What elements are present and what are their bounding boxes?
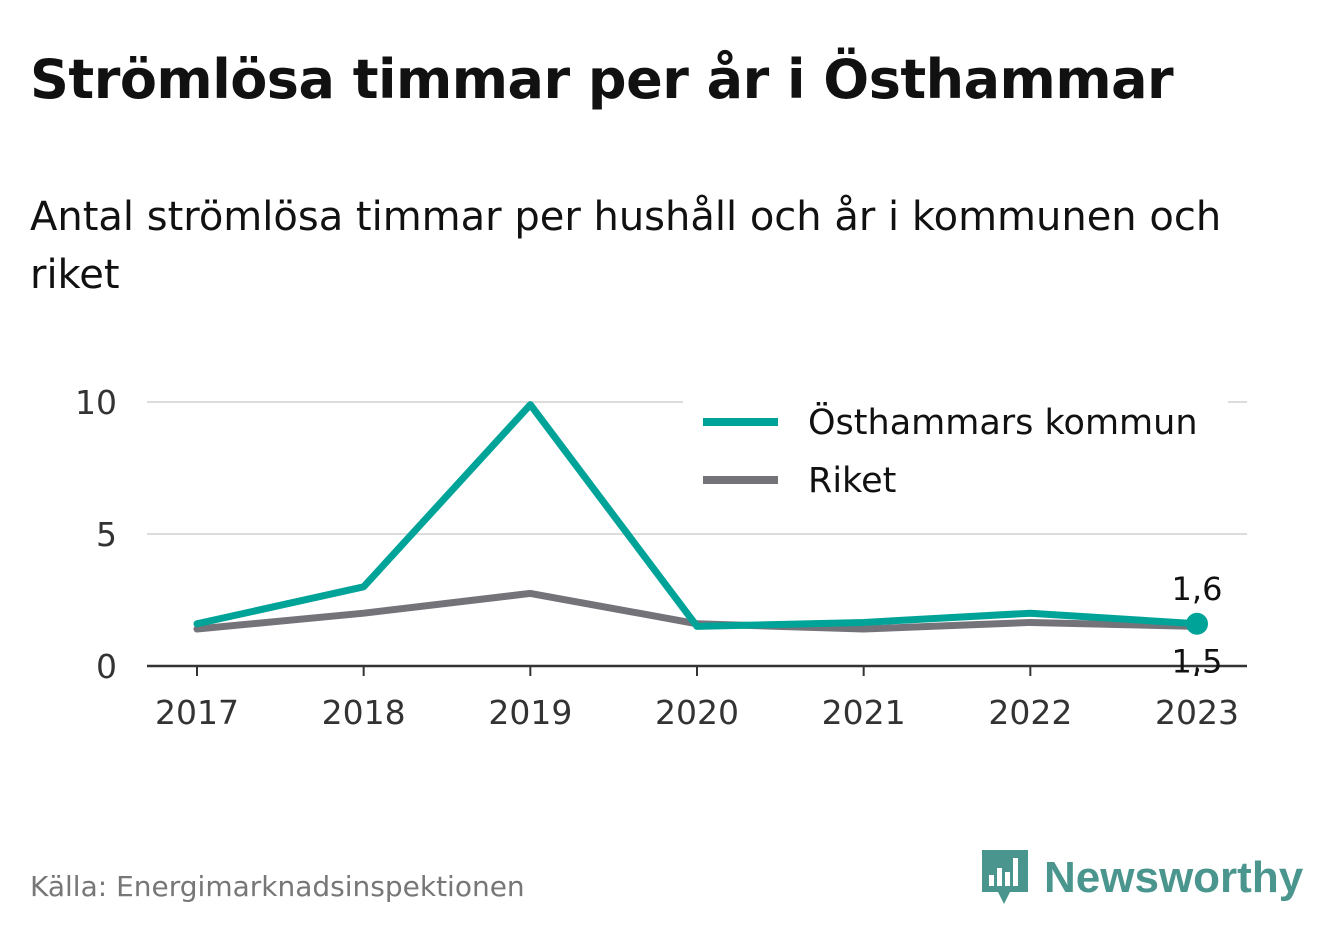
series-line [193,401,1201,630]
end-label-kommun: 1,6 [1172,570,1223,608]
series-end-point [1186,612,1208,635]
legend-label: Riket [808,461,896,501]
x-tick-label: 2017 [155,693,239,732]
x-tick-label: 2021 [822,693,906,732]
x-tick-label: 2023 [1155,693,1239,732]
x-tick-label: 2019 [488,693,572,732]
y-tick-label: 0 [96,647,117,686]
x-tick-label: 2018 [322,693,406,732]
chart-subtitle: Antal strömlösa timmar per hushåll och å… [30,194,1222,298]
y-tick-label: 10 [75,383,117,422]
x-axis: 2017 2018 2019 2020 2021 2022 2023 [147,664,1247,732]
end-labels: 1,6 1,5 [1172,570,1223,681]
y-axis: 0 5 10 [75,383,117,686]
chart-title: Strömlösa timmar per år i Östhammar [30,48,1174,111]
source-text: Källa: Energimarknadsinspektionen [30,870,525,903]
newsworthy-bar-chart-icon [982,850,1028,904]
brand-name: Newsworthy [1044,853,1304,902]
y-tick-label: 5 [96,515,117,554]
end-label-riket: 1,5 [1172,642,1223,680]
legend-label: Östhammars kommun [808,401,1198,443]
legend: Östhammars kommun Riket [683,400,1228,516]
x-tick-label: 2022 [988,693,1072,732]
x-tick-label: 2020 [655,693,739,732]
series-lines [193,401,1208,635]
brand-logo[interactable]: Newsworthy [980,848,1303,908]
line-chart: 2017 2018 2019 2020 2021 2022 2023 0 5 10 Östham… [75,383,1247,732]
